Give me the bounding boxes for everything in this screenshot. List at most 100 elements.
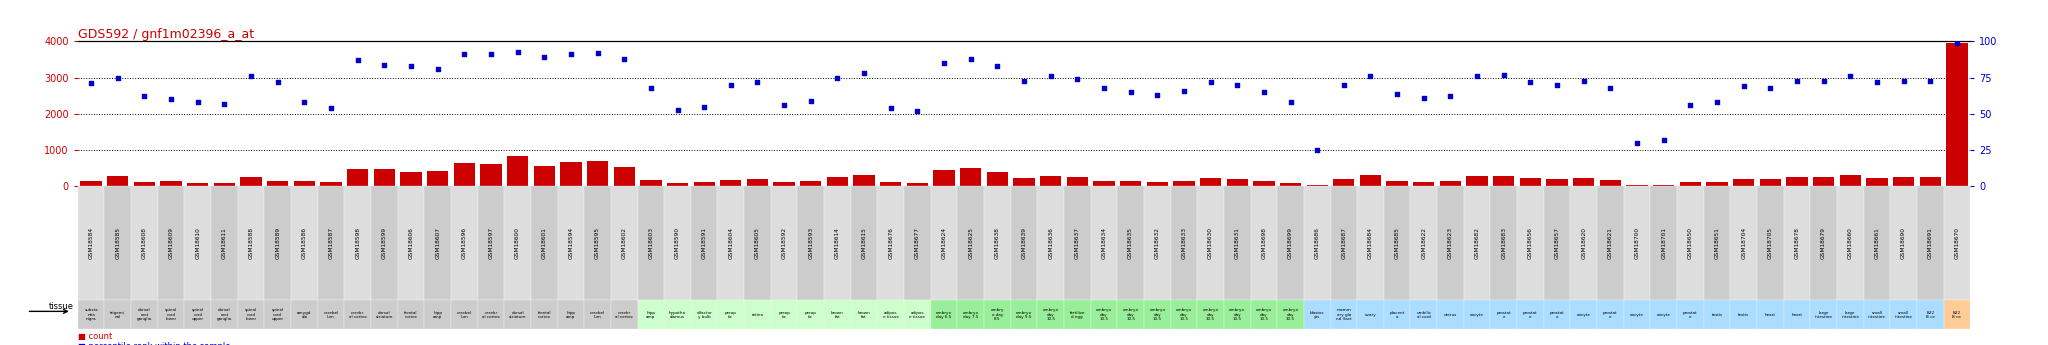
Point xyxy=(1487,72,1520,78)
Text: embryo
day
10.5: embryo day 10.5 xyxy=(1255,308,1272,322)
Text: mamm
ary gla
nd (lact: mamm ary gla nd (lact xyxy=(1335,308,1352,322)
Text: spinal
cord
upper: spinal cord upper xyxy=(193,308,205,322)
Text: adipos
e tissue: adipos e tissue xyxy=(909,310,926,319)
Point xyxy=(1833,73,1866,79)
Bar xyxy=(1626,185,1649,186)
Bar xyxy=(293,181,315,186)
Text: GSM18698: GSM18698 xyxy=(1262,227,1266,259)
Text: spinal
cord
lower: spinal cord lower xyxy=(166,308,178,322)
Text: GSM18657: GSM18657 xyxy=(1554,227,1561,259)
Bar xyxy=(453,163,475,186)
Point xyxy=(236,73,268,79)
Bar xyxy=(1839,175,1862,186)
Bar xyxy=(561,162,582,186)
Point xyxy=(1354,73,1386,79)
Point xyxy=(1620,140,1653,146)
Text: adipos
e tissue: adipos e tissue xyxy=(883,310,899,319)
Bar xyxy=(319,182,342,186)
Text: substa
ntia
nigra: substa ntia nigra xyxy=(84,308,98,322)
Text: amygd
ala: amygd ala xyxy=(297,310,311,319)
Bar xyxy=(1573,178,1595,186)
Bar xyxy=(1200,178,1221,186)
Bar xyxy=(1866,178,1888,186)
Point xyxy=(1114,89,1147,95)
Text: embryo
day 9.5: embryo day 9.5 xyxy=(1016,310,1032,319)
Text: embryo
day
10.5: embryo day 10.5 xyxy=(1149,308,1165,322)
Bar xyxy=(481,164,502,186)
Text: GSM18700: GSM18700 xyxy=(1634,227,1640,259)
Bar xyxy=(1786,177,1808,186)
Text: B22
B ce: B22 B ce xyxy=(1925,310,1935,319)
Text: prostat
e: prostat e xyxy=(1497,310,1511,319)
Point xyxy=(1194,79,1227,85)
Bar xyxy=(1520,178,1540,186)
Bar xyxy=(1440,181,1460,186)
Text: GSM18622: GSM18622 xyxy=(1421,227,1425,259)
Point xyxy=(1939,40,1972,46)
Bar xyxy=(133,181,156,186)
Point xyxy=(129,94,162,99)
Point xyxy=(1247,89,1280,95)
Bar xyxy=(1253,180,1274,186)
Text: uterus: uterus xyxy=(1444,313,1456,317)
Text: fertilize
d egg: fertilize d egg xyxy=(1069,310,1085,319)
Text: embryo
day
10.5: embryo day 10.5 xyxy=(1176,308,1192,322)
Text: embryo
day
10.5: embryo day 10.5 xyxy=(1229,308,1245,322)
Text: GSM18634: GSM18634 xyxy=(1102,227,1106,259)
Text: retina: retina xyxy=(752,313,764,317)
Bar xyxy=(1067,177,1087,186)
Point xyxy=(1167,88,1200,93)
Text: dorsal
striatum: dorsal striatum xyxy=(508,310,526,319)
Text: small
intestine: small intestine xyxy=(1868,310,1886,319)
Text: GSM18584: GSM18584 xyxy=(88,227,94,259)
Text: frontal
cortex: frontal cortex xyxy=(403,310,418,319)
Text: GSM18687: GSM18687 xyxy=(1341,227,1346,259)
Text: GSM18620: GSM18620 xyxy=(1581,227,1587,259)
Bar xyxy=(854,175,874,186)
Point xyxy=(1647,137,1679,143)
Text: small
intestine: small intestine xyxy=(1894,310,1913,319)
Point xyxy=(1913,78,1946,83)
Text: heart: heart xyxy=(1792,313,1802,317)
Bar xyxy=(694,181,715,186)
Bar xyxy=(373,169,395,186)
Bar xyxy=(1280,183,1300,186)
Text: GSM18661: GSM18661 xyxy=(1874,227,1880,259)
Point xyxy=(874,105,907,111)
Text: hipp
amp: hipp amp xyxy=(647,310,655,319)
Point xyxy=(1726,83,1759,89)
Text: GSM18596: GSM18596 xyxy=(461,227,467,259)
Text: embryo
day
10.5: embryo day 10.5 xyxy=(1042,308,1059,322)
Bar xyxy=(399,172,422,186)
Text: GSM18597: GSM18597 xyxy=(487,227,494,259)
Point xyxy=(182,99,215,105)
Text: oocyte: oocyte xyxy=(1470,313,1485,317)
Bar xyxy=(1679,182,1702,186)
Text: spinal
cord
lower: spinal cord lower xyxy=(246,308,258,322)
Text: GSM18623: GSM18623 xyxy=(1448,227,1452,259)
Text: heart: heart xyxy=(1765,313,1776,317)
Text: GSM18593: GSM18593 xyxy=(809,227,813,259)
Text: GSM18586: GSM18586 xyxy=(301,227,307,259)
Text: frontal
cortex: frontal cortex xyxy=(537,310,551,319)
Bar xyxy=(827,177,848,186)
Text: GSM18587: GSM18587 xyxy=(328,227,334,259)
Text: hypotha
alamus: hypotha alamus xyxy=(670,310,686,319)
Bar xyxy=(668,183,688,186)
Point xyxy=(1380,91,1413,96)
Text: GSM18604: GSM18604 xyxy=(729,227,733,259)
Point xyxy=(102,75,135,80)
Point xyxy=(954,56,987,61)
Text: prostat
e: prostat e xyxy=(1604,310,1618,319)
Text: GSM18660: GSM18660 xyxy=(1847,227,1853,259)
Point xyxy=(369,62,401,67)
Point xyxy=(555,52,588,57)
Text: GSM18614: GSM18614 xyxy=(836,227,840,259)
Point xyxy=(901,108,934,114)
Bar xyxy=(934,170,954,186)
Text: tissue: tissue xyxy=(49,302,74,311)
Point xyxy=(1141,92,1174,98)
Text: GSM18683: GSM18683 xyxy=(1501,227,1505,259)
Point xyxy=(688,104,721,109)
Point xyxy=(662,107,694,112)
